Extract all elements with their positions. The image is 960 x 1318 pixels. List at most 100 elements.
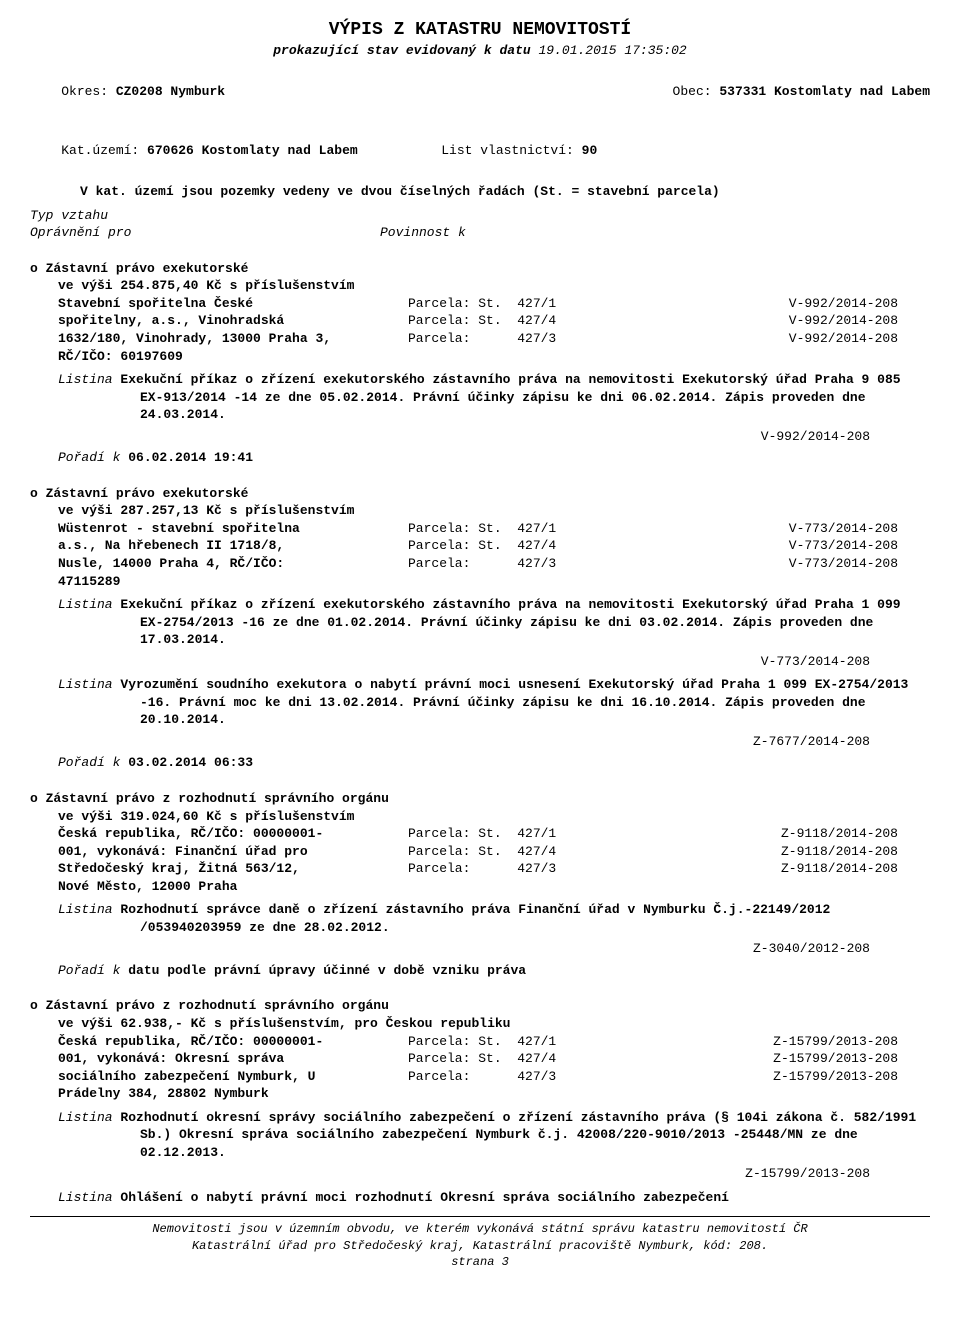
listina: Listina Rozhodnutí správce daně o zřízen… — [30, 901, 930, 958]
entry: o Zástavní právo z rozhodnutí správního … — [30, 997, 930, 1206]
entry-left: a.s., Na hřebenech II 1718/8, — [58, 537, 408, 555]
poradi: Pořadí k datu podle právní úpravy účinné… — [30, 962, 930, 980]
entry-ref: V-773/2014-208 — [668, 537, 898, 555]
footer-page: strana 3 — [30, 1254, 930, 1270]
entry-row: Prádelny 384, 28802 Nymburk — [30, 1085, 930, 1103]
entry-parcel: Parcela: St. 427/4 — [408, 843, 668, 861]
entry-left: Česká republika, RČ/IČO: 00000001- — [58, 1033, 408, 1051]
entry-parcel: Parcela: St. 427/4 — [408, 1050, 668, 1068]
entry-left: 47115289 — [58, 573, 408, 591]
entry-title: o Zástavní právo z rozhodnutí správního … — [30, 790, 930, 808]
okres-value: CZ0208 Nymburk — [116, 84, 225, 99]
entry-title: o Zástavní právo exekutorské — [30, 260, 930, 278]
obec-value: 537331 Kostomlaty nad Labem — [719, 84, 930, 99]
katuzemi-value: 670626 Kostomlaty nad Labem — [147, 143, 358, 158]
listina-ref: Z-15799/2013-208 — [58, 1165, 930, 1183]
subtitle-date: 19.01.2015 17:35:02 — [539, 43, 687, 58]
entry-ref: Z-15799/2013-208 — [668, 1068, 898, 1086]
listina: Listina Exekuční příkaz o zřízení exekut… — [30, 596, 930, 670]
katuzemi-label: Kat.území: — [61, 143, 147, 158]
listina-text: Listina Vyrozumění soudního exekutora o … — [58, 676, 930, 729]
listina: Listina Exekuční příkaz o zřízení exekut… — [30, 371, 930, 445]
entry-amount: ve výši 62.938,- Kč s příslušenstvím, pr… — [30, 1015, 930, 1033]
typ-vztahu: Typ vztahu — [30, 207, 930, 225]
entry-row: Česká republika, RČ/IČO: 00000001-Parcel… — [30, 1033, 930, 1051]
list-value: 90 — [582, 143, 598, 158]
entry-row: 1632/180, Vinohrady, 13000 Praha 3,Parce… — [30, 330, 930, 348]
listina: Listina Rozhodnutí okresní správy sociál… — [30, 1109, 930, 1183]
entry-left: Prádelny 384, 28802 Nymburk — [58, 1085, 408, 1103]
entry-parcel: Parcela: 427/3 — [408, 860, 668, 878]
entry-parcel — [408, 1085, 668, 1103]
entry-ref: V-773/2014-208 — [668, 520, 898, 538]
entry-left: Nusle, 14000 Praha 4, RČ/IČO: — [58, 555, 408, 573]
entry-row: sociálního zabezpečení Nymburk, UParcela… — [30, 1068, 930, 1086]
entry: o Zástavní právo exekutorskéve výši 287.… — [30, 485, 930, 772]
entry-row: 001, vykonává: Okresní správaParcela: St… — [30, 1050, 930, 1068]
entry-ref: Z-9118/2014-208 — [668, 860, 898, 878]
listina-ref: Z-7677/2014-208 — [58, 733, 930, 751]
listina-ref: V-992/2014-208 — [58, 428, 930, 446]
entry-ref: V-992/2014-208 — [668, 312, 898, 330]
entry-ref — [668, 878, 898, 896]
entry-row: Nové Město, 12000 Praha — [30, 878, 930, 896]
entry-amount: ve výši 254.875,40 Kč s příslušenstvím — [30, 277, 930, 295]
entry-parcel: Parcela: St. 427/4 — [408, 312, 668, 330]
entry-parcel — [408, 348, 668, 366]
poradi: Pořadí k 03.02.2014 06:33 — [30, 754, 930, 772]
footer-line2: Katastrální úřad pro Středočeský kraj, K… — [30, 1238, 930, 1254]
entry-ref: Z-9118/2014-208 — [668, 825, 898, 843]
entry-ref — [668, 1085, 898, 1103]
entry-row: RČ/IČO: 60197609 — [30, 348, 930, 366]
entry-parcel — [408, 878, 668, 896]
listina-ref: V-773/2014-208 — [58, 653, 930, 671]
okres-obec-row: Okres: CZ0208 Nymburk Obec: 537331 Kosto… — [30, 66, 930, 119]
listina-text: Listina Rozhodnutí správce daně o zřízen… — [58, 901, 930, 936]
entry-row: Česká republika, RČ/IČO: 00000001-Parcel… — [30, 825, 930, 843]
entry-row: Stavební spořitelna ČeskéParcela: St. 42… — [30, 295, 930, 313]
listina-text: Listina Exekuční příkaz o zřízení exekut… — [58, 596, 930, 649]
entry-title: o Zástavní právo exekutorské — [30, 485, 930, 503]
entry-row: spořitelny, a.s., VinohradskáParcela: St… — [30, 312, 930, 330]
list-label: List vlastnictví: — [441, 143, 581, 158]
entry-row: Středočeský kraj, Žitná 563/12,Parcela: … — [30, 860, 930, 878]
listina-ref: Z-3040/2012-208 — [58, 940, 930, 958]
opravneni-row: Oprávnění pro Povinnost k — [30, 224, 930, 242]
entry-left: Stavební spořitelna České — [58, 295, 408, 313]
entry-amount: ve výši 319.024,60 Kč s příslušenstvím — [30, 808, 930, 826]
entry-left: Česká republika, RČ/IČO: 00000001- — [58, 825, 408, 843]
listina: Listina Ohlášení o nabytí právní moci ro… — [30, 1189, 930, 1207]
entry-left: 001, vykonává: Okresní správa — [58, 1050, 408, 1068]
entry-parcel: Parcela: St. 427/1 — [408, 520, 668, 538]
entry-amount: ve výši 287.257,13 Kč s příslušenstvím — [30, 502, 930, 520]
entry-left: RČ/IČO: 60197609 — [58, 348, 408, 366]
entry-ref: V-992/2014-208 — [668, 330, 898, 348]
entry-row: Wüstenrot - stavební spořitelnaParcela: … — [30, 520, 930, 538]
entry-row: a.s., Na hřebenech II 1718/8,Parcela: St… — [30, 537, 930, 555]
entry-ref: Z-9118/2014-208 — [668, 843, 898, 861]
entry-ref — [668, 573, 898, 591]
entry-left: Wüstenrot - stavební spořitelna — [58, 520, 408, 538]
entry-ref: V-773/2014-208 — [668, 555, 898, 573]
entry-ref: Z-15799/2013-208 — [668, 1033, 898, 1051]
entry: o Zástavní právo exekutorskéve výši 254.… — [30, 260, 930, 467]
katuzemi-row: Kat.území: 670626 Kostomlaty nad Labem L… — [30, 124, 930, 177]
entry-parcel: Parcela: St. 427/4 — [408, 537, 668, 555]
okres-label: Okres: — [61, 84, 116, 99]
entry-row: 47115289 — [30, 573, 930, 591]
entry-left: Středočeský kraj, Žitná 563/12, — [58, 860, 408, 878]
doc-title: VÝPIS Z KATASTRU NEMOVITOSTÍ — [30, 18, 930, 42]
listina-text: Listina Rozhodnutí okresní správy sociál… — [58, 1109, 930, 1162]
listina-text: Listina Exekuční příkaz o zřízení exekut… — [58, 371, 930, 424]
note-line: V kat. území jsou pozemky vedeny ve dvou… — [30, 183, 930, 201]
entry-row: 001, vykonává: Finanční úřad proParcela:… — [30, 843, 930, 861]
entry-left: 001, vykonává: Finanční úřad pro — [58, 843, 408, 861]
subtitle-prefix: prokazující stav evidovaný k datu — [273, 43, 538, 58]
entry-title: o Zástavní právo z rozhodnutí správního … — [30, 997, 930, 1015]
footer: Nemovitosti jsou v územním obvodu, ve kt… — [30, 1216, 930, 1270]
entry-ref: Z-15799/2013-208 — [668, 1050, 898, 1068]
listina-text: Listina Ohlášení o nabytí právní moci ro… — [58, 1189, 930, 1207]
entry-parcel: Parcela: St. 427/1 — [408, 825, 668, 843]
entry-parcel: Parcela: 427/3 — [408, 555, 668, 573]
entry-left: sociálního zabezpečení Nymburk, U — [58, 1068, 408, 1086]
